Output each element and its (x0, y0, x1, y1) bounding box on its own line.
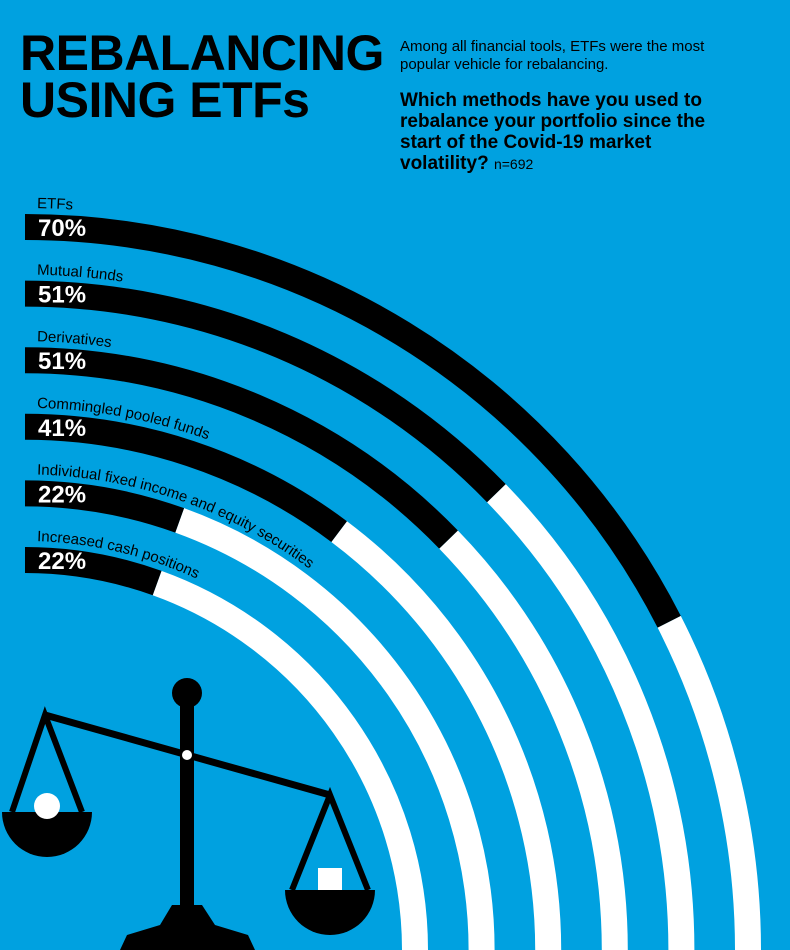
category-label-text: Derivatives (37, 328, 113, 351)
value-label: 51% (38, 282, 86, 309)
chart-subtitle: Among all financial tools, ETFs were the… (400, 38, 705, 73)
bar (24, 280, 506, 503)
bar-track (439, 530, 628, 950)
bar (24, 413, 347, 543)
question-text: Which methods have you used to rebalance… (400, 90, 706, 174)
bar (24, 347, 458, 549)
chart-title: REBALANCING USING ETFs (20, 25, 384, 128)
category-label: ETFs (37, 195, 74, 213)
scale-icon (2, 678, 375, 950)
question: Which methods have you used to rebalance… (400, 90, 745, 175)
bar-track (657, 615, 761, 950)
category-label-text: ETFs (37, 195, 74, 213)
value-label: 41% (38, 415, 86, 442)
bar (24, 214, 681, 628)
value-label: 70% (38, 215, 86, 242)
bar-track (152, 570, 428, 950)
value-label: 51% (38, 348, 86, 375)
category-label: Derivatives (37, 328, 113, 351)
bar (24, 480, 185, 533)
bar-track (331, 521, 562, 950)
value-label: 22% (38, 548, 86, 575)
bar-track (175, 508, 495, 950)
bar-track (487, 484, 695, 950)
sample-size: n=692 (493, 156, 534, 172)
value-label: 22% (38, 481, 86, 508)
bar (24, 547, 162, 596)
